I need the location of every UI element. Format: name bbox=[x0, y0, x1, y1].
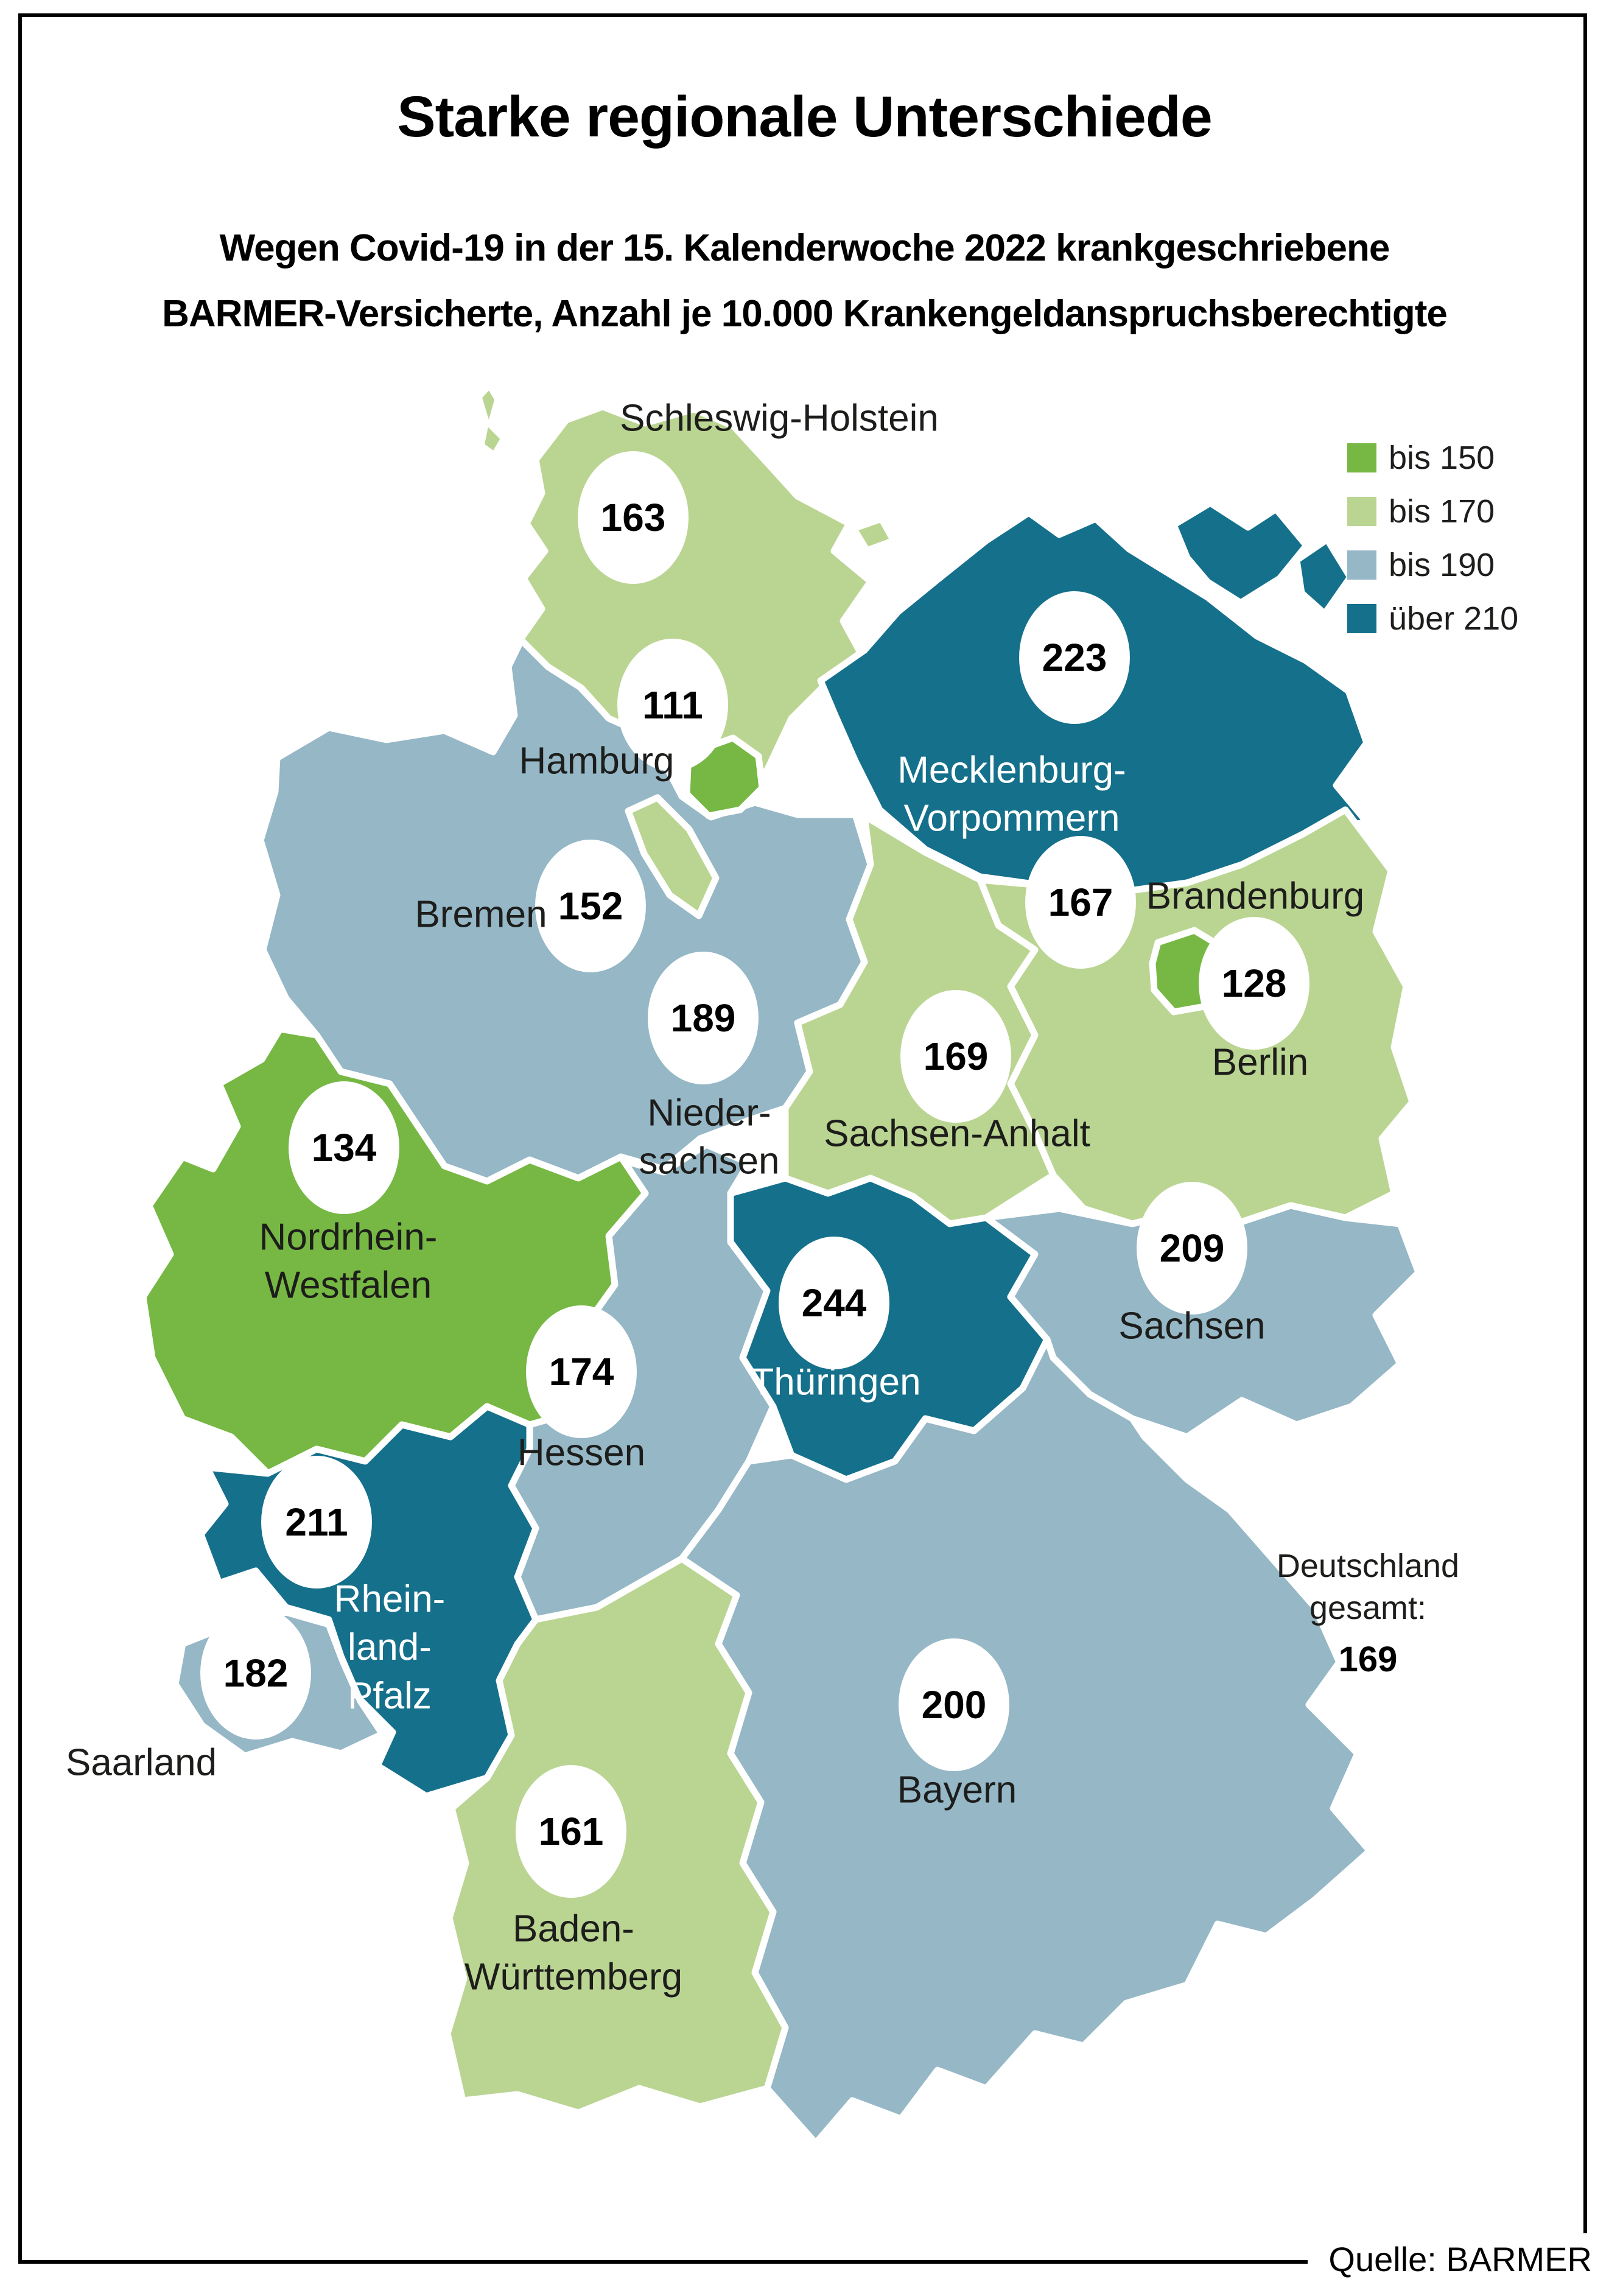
subtitle-line-1: Wegen Covid-19 in der 15. Kalenderwoche … bbox=[219, 227, 1390, 269]
legend-item-bis-190: bis 190 bbox=[1347, 547, 1495, 583]
state-value: 134 bbox=[311, 1126, 377, 1170]
value-bubble-baden-wuerttemberg: 161 bbox=[516, 1765, 626, 1898]
state-label-baden-wuerttemberg: Baden- Württemberg bbox=[464, 1908, 683, 1998]
state-label-thueringen: Thüringen bbox=[751, 1361, 921, 1403]
state-value: 244 bbox=[801, 1281, 867, 1325]
value-bubble-hamburg: 111 bbox=[617, 639, 728, 771]
island-fehmarn bbox=[850, 515, 897, 554]
state-value: 169 bbox=[923, 1034, 989, 1078]
legend-label: bis 190 bbox=[1389, 547, 1495, 583]
germany-total-label: Deutschland gesamt: bbox=[1276, 1548, 1460, 1626]
germany-total-value: 169 bbox=[1338, 1640, 1398, 1680]
legend-swatch-bis-150 bbox=[1347, 443, 1376, 472]
value-bubble-thueringen: 244 bbox=[779, 1237, 889, 1369]
legend-item-ueber-210: über 210 bbox=[1347, 600, 1519, 637]
value-bubble-niedersachsen: 189 bbox=[648, 952, 759, 1084]
state-value: 211 bbox=[285, 1500, 348, 1544]
state-label-hamburg: Hamburg bbox=[519, 740, 675, 782]
state-label-brandenburg: Brandenburg bbox=[1146, 875, 1365, 918]
state-value: 174 bbox=[549, 1350, 614, 1394]
state-label-schleswig-holstein: Schleswig-Holstein bbox=[620, 397, 939, 440]
value-bubble-sachsen: 209 bbox=[1137, 1182, 1247, 1315]
value-bubble-schleswig-holstein: 163 bbox=[578, 451, 689, 584]
value-bubble-rheinland-pfalz: 211 bbox=[261, 1456, 372, 1589]
state-label-bayern: Bayern bbox=[897, 1769, 1017, 1811]
state-label-sachsen: Sachsen bbox=[1118, 1305, 1266, 1347]
state-label-saarland: Saarland bbox=[65, 1741, 217, 1784]
island-nordfriesland bbox=[475, 381, 508, 459]
value-bubble-nordrhein-westfalen: 134 bbox=[289, 1081, 399, 1214]
legend-label: über 210 bbox=[1389, 600, 1519, 637]
value-bubble-mecklenburg-vorpommern: 223 bbox=[1019, 591, 1130, 724]
state-label-niedersachsen: Nieder- sachsen bbox=[639, 1092, 780, 1182]
state-label-bremen: Bremen bbox=[415, 893, 547, 936]
state-label-mecklenburg-vorpommern: Mecklenburg- Vorpommern bbox=[897, 749, 1126, 840]
source-credit: Quelle: BARMER bbox=[1328, 2240, 1592, 2278]
frame-border-bottom bbox=[18, 2260, 1308, 2264]
state-value: 152 bbox=[558, 884, 623, 928]
state-label-rheinland-pfalz: Rhein- land- Pfalz bbox=[334, 1578, 446, 1717]
value-bubble-sachsen-anhalt: 169 bbox=[900, 990, 1011, 1123]
page-title: Starke regionale Unterschiede bbox=[397, 85, 1212, 149]
legend-swatch-bis-190 bbox=[1347, 550, 1376, 580]
legend-item-bis-170: bis 170 bbox=[1347, 493, 1495, 530]
state-shape-bremen bbox=[625, 794, 720, 919]
state-label-hessen: Hessen bbox=[517, 1431, 646, 1474]
subtitle-line-2: BARMER-Versicherte, Anzahl je 10.000 Kra… bbox=[162, 293, 1448, 335]
legend-swatch-bis-170 bbox=[1347, 497, 1376, 526]
value-bubble-hessen: 174 bbox=[526, 1305, 637, 1438]
legend-swatch-ueber-210 bbox=[1347, 604, 1376, 633]
state-value: 182 bbox=[223, 1651, 289, 1695]
frame-border-top bbox=[18, 13, 1587, 17]
state-value: 223 bbox=[1042, 636, 1107, 679]
frame-border-left bbox=[18, 13, 22, 2264]
state-label-berlin: Berlin bbox=[1211, 1041, 1309, 1084]
legend-label: bis 150 bbox=[1389, 440, 1495, 476]
value-bubble-saarland: 182 bbox=[200, 1607, 311, 1740]
value-bubble-brandenburg: 167 bbox=[1025, 836, 1136, 969]
state-value: 161 bbox=[538, 1810, 604, 1853]
island-ruegen bbox=[1170, 499, 1310, 606]
state-value: 209 bbox=[1159, 1226, 1225, 1270]
state-label-nordrhein-westfalen: Nordrhein- Westfalen bbox=[259, 1216, 438, 1307]
island-usedom bbox=[1293, 536, 1354, 617]
germany-total: Deutschland gesamt: 169 bbox=[1277, 1545, 1459, 1682]
state-value: 128 bbox=[1221, 961, 1287, 1005]
state-value: 163 bbox=[600, 496, 666, 539]
value-bubble-bayern: 200 bbox=[899, 1638, 1009, 1771]
state-label-sachsen-anhalt: Sachsen-Anhalt bbox=[824, 1112, 1090, 1155]
state-value: 189 bbox=[670, 996, 736, 1040]
state-value: 111 bbox=[642, 683, 703, 727]
legend-label: bis 170 bbox=[1389, 493, 1495, 530]
state-value: 200 bbox=[921, 1683, 987, 1727]
state-value: 167 bbox=[1048, 880, 1113, 924]
value-bubble-bremen: 152 bbox=[535, 840, 646, 972]
legend-item-bis-150: bis 150 bbox=[1347, 440, 1495, 476]
frame-border-right bbox=[1583, 13, 1587, 2233]
value-bubble-berlin: 128 bbox=[1199, 917, 1309, 1050]
